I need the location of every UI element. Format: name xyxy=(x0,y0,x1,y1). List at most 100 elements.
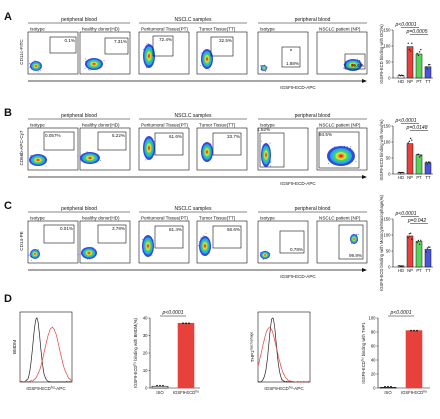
bar-y-label: IGSF9-ECD binding with Neu(%) xyxy=(379,119,384,181)
tick-label: 100 xyxy=(384,139,392,144)
data-point xyxy=(427,246,430,248)
bar-chart-thp1 xyxy=(376,315,430,389)
gate xyxy=(154,132,184,156)
p-value: p<0.0001 xyxy=(162,310,184,316)
tick-label: 150 xyxy=(384,123,392,128)
density-contour xyxy=(264,254,266,256)
bar xyxy=(405,330,423,389)
event-dot xyxy=(260,140,262,142)
gate-percentage: 3.78% xyxy=(112,226,125,231)
event-dot xyxy=(327,163,329,164)
event-dot xyxy=(29,62,30,64)
bar xyxy=(415,53,423,79)
density-contour xyxy=(36,159,40,161)
event-dot xyxy=(359,59,361,61)
panel-title: healthy donor(HD) xyxy=(82,216,120,221)
panel-title: Tumor Tissue(TT) xyxy=(199,27,236,32)
category-label: ISO xyxy=(156,390,164,395)
tick-label: 0 xyxy=(145,386,148,391)
bar xyxy=(415,154,423,175)
tick-label: 30 xyxy=(143,333,148,338)
bar-y-label: IGSF9-ECDhu binding with BMDM(%) xyxy=(132,317,138,387)
bar xyxy=(406,143,414,175)
bar xyxy=(424,249,432,268)
density-contour xyxy=(206,57,208,61)
p-value: p<0.0001 xyxy=(395,118,417,124)
flow-panel xyxy=(27,220,79,264)
data-point xyxy=(408,140,411,143)
data-point xyxy=(427,161,430,163)
event-dot xyxy=(270,165,271,167)
event-dot xyxy=(356,234,358,236)
event-dot xyxy=(266,66,268,68)
category-label: TT xyxy=(425,79,431,84)
data-point xyxy=(400,171,403,174)
gate xyxy=(259,132,285,168)
category-label: HD xyxy=(398,79,404,84)
x-axis-label: IGSF9-ECD-APC xyxy=(280,85,316,90)
group-header: peripheral blood xyxy=(295,206,331,212)
event-dot xyxy=(30,155,32,156)
histogram-bmdm xyxy=(19,311,73,383)
x-axis-label: IGSF9-ECD-APC xyxy=(280,181,316,186)
panel-letter: C xyxy=(4,200,12,212)
panel-title: Isotype xyxy=(260,27,275,32)
x-axis-label: IGSF9-ECDhu-APC xyxy=(264,385,304,391)
gate-percentage: 1.52% xyxy=(257,127,270,132)
tick-label: 100 xyxy=(384,43,392,48)
tick-label: 40 xyxy=(371,358,376,363)
panel-letter: A xyxy=(4,11,12,23)
event-dot xyxy=(290,49,292,51)
tick-label: 150 xyxy=(384,216,392,221)
gate xyxy=(97,224,127,244)
bar-y-label: IGSF9-ECDhu binding with THP1 xyxy=(360,322,366,384)
data-point xyxy=(156,384,158,387)
bar-chart xyxy=(391,123,433,175)
event-dot xyxy=(77,254,79,256)
density-contour xyxy=(147,244,149,248)
data-point xyxy=(407,42,409,44)
data-point xyxy=(420,154,422,157)
category-label: IGSF9-ECDhu xyxy=(401,389,427,395)
category-label: HD xyxy=(398,175,404,180)
plot-frame xyxy=(316,220,368,264)
y-axis-label: CD11c-FITC xyxy=(19,39,24,65)
event-dot xyxy=(199,65,201,67)
bar-chart-bmdm xyxy=(148,315,200,389)
event-dot xyxy=(37,249,39,251)
data-point xyxy=(398,171,400,174)
event-dot xyxy=(265,70,266,72)
data-point xyxy=(416,153,418,156)
event-dot xyxy=(357,234,359,236)
gate xyxy=(43,131,75,151)
flow-panel xyxy=(27,31,79,75)
gate-percentage: 72.4% xyxy=(159,37,172,42)
tick-label: 0 xyxy=(388,171,391,176)
gate-percentage: 7.31% xyxy=(114,39,127,44)
data-point xyxy=(418,243,421,245)
gate xyxy=(344,53,366,70)
event-dot xyxy=(208,69,210,71)
data-point xyxy=(418,156,421,158)
event-dot xyxy=(350,243,352,244)
panel-title: Isotype xyxy=(260,123,275,128)
category-label: PT xyxy=(416,175,422,180)
density-contour xyxy=(148,146,150,150)
panel-title: Peritumoral Tissue(PT) xyxy=(141,27,188,32)
plot-frame xyxy=(19,311,73,383)
data-point xyxy=(425,66,427,68)
arrow-head xyxy=(362,268,367,272)
data-point xyxy=(409,232,412,234)
density-contour xyxy=(353,238,355,240)
tick-label: 100 xyxy=(384,232,392,237)
flow-panel xyxy=(316,220,368,264)
category-label: ISO xyxy=(384,390,392,395)
flow-panel xyxy=(196,220,248,264)
x-axis-label: IGSF9-ECD-APC xyxy=(280,274,316,279)
bar xyxy=(424,66,432,79)
panel-letter: D xyxy=(4,293,12,305)
flow-panel xyxy=(138,31,190,75)
bar-chart xyxy=(391,27,433,79)
gate-percentage: 99.6% xyxy=(351,63,364,68)
flow-panel xyxy=(77,220,131,264)
